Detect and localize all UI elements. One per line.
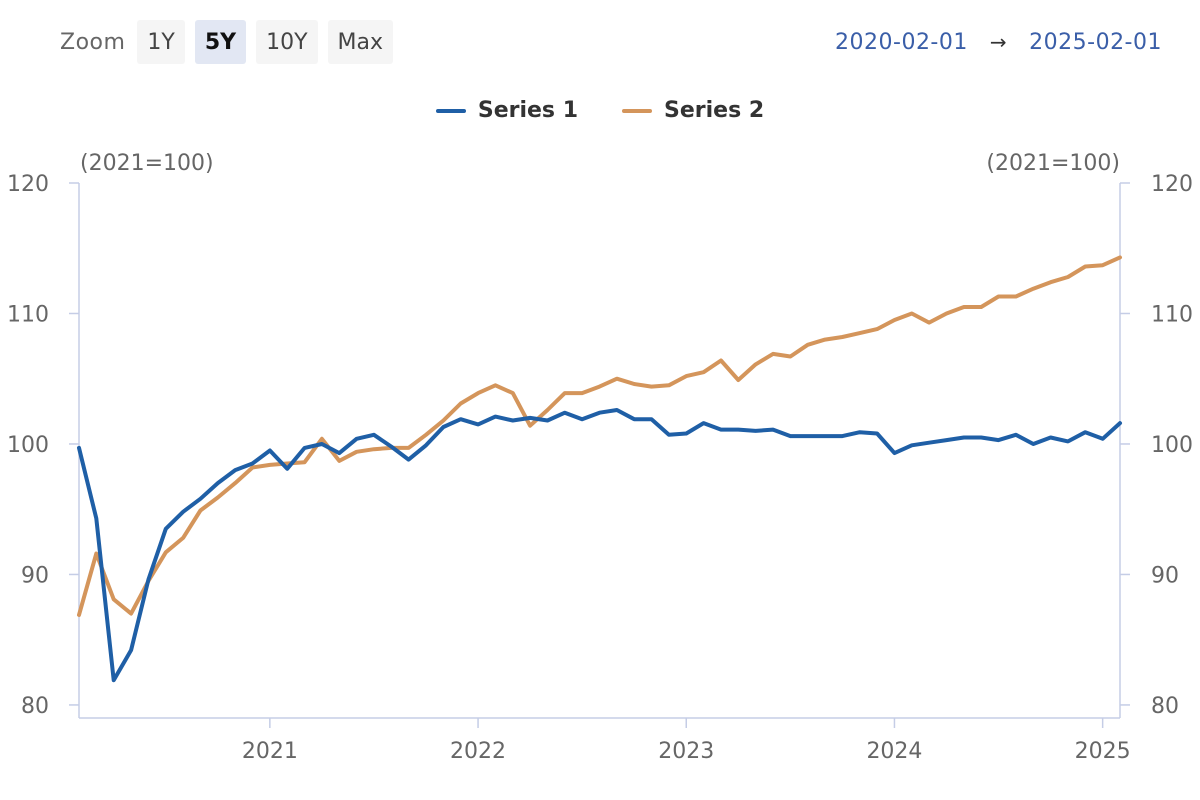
x-tick-label: 2023 xyxy=(658,739,714,764)
zoom-5y-button[interactable]: 5Y xyxy=(194,20,247,64)
right-y-tick-label: 110 xyxy=(1151,302,1193,327)
legend-swatch-series-2 xyxy=(622,108,652,113)
x-tick-label: 2022 xyxy=(450,739,506,764)
zoom-toolbar: Zoom 1Y 5Y 10Y Max xyxy=(60,20,394,64)
left-y-tick-label: 110 xyxy=(7,302,49,327)
right-y-tick-label: 80 xyxy=(1151,694,1179,719)
right-axis-unit-label: (2021=100) xyxy=(986,151,1120,176)
legend-swatch-series-1 xyxy=(435,108,466,113)
x-tick-label: 2021 xyxy=(242,739,298,764)
legend-item-series-2[interactable]: Series 2 xyxy=(622,98,764,123)
right-y-tick-label: 120 xyxy=(1151,172,1193,197)
left-y-tick-label: 100 xyxy=(7,433,49,458)
x-tick-label: 2024 xyxy=(866,739,922,764)
left-y-tick-label: 120 xyxy=(7,172,49,197)
date-range: 2020-02-01 → 2025-02-01 xyxy=(835,20,1162,64)
range-arrow-icon: → xyxy=(989,30,1008,54)
legend-item-series-1[interactable]: Series 1 xyxy=(435,98,578,123)
zoom-label: Zoom xyxy=(60,29,126,55)
right-y-tick-label: 100 xyxy=(1151,433,1193,458)
legend-label-series-2: Series 2 xyxy=(664,98,765,123)
left-y-tick-label: 80 xyxy=(21,694,49,719)
zoom-1y-button[interactable]: 1Y xyxy=(137,20,185,64)
left-y-tick-label: 90 xyxy=(21,563,49,588)
right-y-tick-label: 90 xyxy=(1151,563,1179,588)
zoom-10y-button[interactable]: 10Y xyxy=(256,20,318,64)
series-line-1 xyxy=(77,408,1122,683)
range-end-date[interactable]: 2025-02-01 xyxy=(1029,29,1162,55)
legend-label-series-1: Series 1 xyxy=(477,98,578,123)
zoom-max-button[interactable]: Max xyxy=(327,20,394,64)
series-line-2 xyxy=(77,255,1122,617)
chart-legend: Series 1 Series 2 xyxy=(0,98,1200,123)
left-axis-unit-label: (2021=100) xyxy=(80,151,214,176)
x-tick-label: 2025 xyxy=(1075,739,1131,764)
range-start-date[interactable]: 2020-02-01 xyxy=(835,29,968,55)
